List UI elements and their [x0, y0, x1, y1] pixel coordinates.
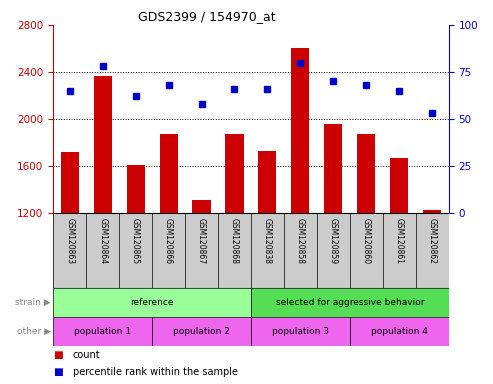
Text: GSM120860: GSM120860 — [362, 218, 371, 264]
Bar — [127, 165, 144, 213]
Bar — [61, 152, 79, 213]
Text: percentile rank within the sample: percentile rank within the sample — [73, 367, 238, 377]
Text: population 2: population 2 — [173, 327, 230, 336]
Text: other ▶: other ▶ — [17, 327, 51, 336]
Bar — [192, 200, 211, 213]
Bar — [390, 158, 408, 213]
Text: GSM120859: GSM120859 — [329, 218, 338, 264]
Bar — [160, 134, 177, 213]
Bar — [251, 317, 350, 346]
Text: population 4: population 4 — [371, 327, 427, 336]
Text: population 1: population 1 — [74, 327, 131, 336]
Bar — [350, 317, 449, 346]
Text: selected for aggressive behavior: selected for aggressive behavior — [276, 298, 424, 307]
Text: ■: ■ — [53, 350, 63, 360]
Bar — [258, 151, 277, 213]
Bar — [251, 288, 449, 317]
Bar — [53, 288, 251, 317]
Bar — [152, 317, 251, 346]
Bar — [53, 317, 152, 346]
Bar — [324, 124, 342, 213]
Bar — [225, 134, 244, 213]
Text: GSM120865: GSM120865 — [131, 218, 140, 264]
Text: GSM120867: GSM120867 — [197, 218, 206, 264]
Text: GDS2399 / 154970_at: GDS2399 / 154970_at — [138, 10, 276, 23]
Text: GSM120863: GSM120863 — [65, 218, 74, 264]
Text: GSM120838: GSM120838 — [263, 218, 272, 263]
Text: GSM120862: GSM120862 — [427, 218, 437, 263]
Text: ■: ■ — [53, 367, 63, 377]
Text: GSM120858: GSM120858 — [296, 218, 305, 263]
Text: GSM120864: GSM120864 — [98, 218, 107, 264]
Text: GSM120868: GSM120868 — [230, 218, 239, 263]
Bar — [423, 210, 441, 213]
Bar — [94, 76, 112, 213]
Bar — [291, 48, 310, 213]
Text: reference: reference — [130, 298, 174, 307]
Text: strain ▶: strain ▶ — [15, 298, 51, 307]
Text: GSM120861: GSM120861 — [395, 218, 404, 263]
Bar — [357, 134, 375, 213]
Text: GSM120866: GSM120866 — [164, 218, 173, 264]
Text: count: count — [73, 350, 101, 360]
Text: population 3: population 3 — [272, 327, 329, 336]
